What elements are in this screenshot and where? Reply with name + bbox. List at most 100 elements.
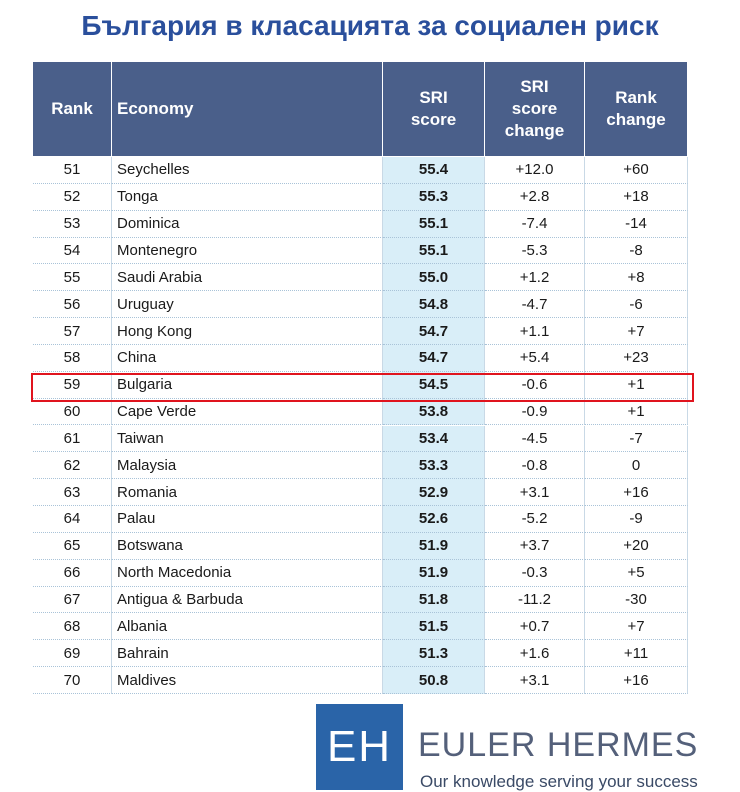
table-cell: Dominica [112,210,383,238]
table-cell: 68 [33,613,112,641]
table-cell: 53 [33,210,112,238]
table-cell: Taiwan [112,425,383,453]
header-cell: SRI score change [485,62,585,156]
table-cell: Seychelles [112,157,383,184]
table-cell: 51.9 [383,532,485,560]
table-cell: +20 [585,532,688,560]
table-cell: Hong Kong [112,318,383,345]
table-cell: -5.2 [485,506,585,533]
table-cell: Romania [112,479,383,507]
header-cell: Rank [33,62,112,156]
table-cell: 55 [33,264,112,292]
table-cell: 54.7 [383,318,485,345]
table-cell: -0.9 [485,398,585,426]
table-cell: 60 [33,398,112,426]
table-cell: 58 [33,344,112,372]
table-cell: +1.6 [485,640,585,668]
table-cell: 0 [585,452,688,480]
table-cell: Antigua & Barbuda [112,586,383,614]
table-cell: 70 [33,667,112,694]
table-cell: +3.1 [485,479,585,507]
table-cell: 63 [33,479,112,507]
table-cell: +2.8 [485,183,585,211]
table-cell: -4.5 [485,425,585,453]
table-cell: 51.3 [383,640,485,668]
table-cell: -4.7 [485,291,585,319]
table-cell: +7 [585,613,688,641]
table-cell: -7.4 [485,210,585,238]
table-cell: 56 [33,291,112,319]
table-cell: 55.1 [383,237,485,265]
table-cell: +11 [585,640,688,668]
table-cell: 50.8 [383,667,485,694]
table-cell: +18 [585,183,688,211]
logo-name: EULER HERMES [418,726,699,764]
table-cell: 52.6 [383,506,485,533]
table-cell: 67 [33,586,112,614]
table-cell: 54.8 [383,291,485,319]
table-cell: 54 [33,237,112,265]
table-cell: +3.1 [485,667,585,694]
table-cell: Saudi Arabia [112,264,383,292]
table-cell: 65 [33,532,112,560]
table-cell: 51.5 [383,613,485,641]
table-cell: -7 [585,425,688,453]
table-cell: -30 [585,586,688,614]
table-cell: -8 [585,237,688,265]
table-cell: -6 [585,291,688,319]
table-cell: 54.7 [383,344,485,372]
table-cell: Bulgaria [112,371,383,399]
header-text: Economy [117,99,194,118]
header-text: Rank change [606,88,666,129]
table-cell: 52 [33,183,112,211]
table-cell: -0.8 [485,452,585,480]
table-cell: Palau [112,506,383,533]
header-cell: Rank change [585,62,688,156]
title: България в класацията за социален риск [81,10,659,41]
table-cell: +5 [585,559,688,587]
table-cell: 62 [33,452,112,480]
table-cell: Bahrain [112,640,383,668]
table-cell: 55.3 [383,183,485,211]
table-cell: 51.9 [383,559,485,587]
table-cell: Albania [112,613,383,641]
table-cell: -0.3 [485,559,585,587]
table-cell: Maldives [112,667,383,694]
table-cell: +7 [585,318,688,345]
table-cell: -0.6 [485,371,585,399]
table-cell: +23 [585,344,688,372]
table-cell: -5.3 [485,237,585,265]
table-cell: +1 [585,371,688,399]
table-cell: 54.5 [383,371,485,399]
table-cell: +8 [585,264,688,292]
table-cell: 55.0 [383,264,485,292]
table-cell: -14 [585,210,688,238]
table-cell: 53.3 [383,452,485,480]
table-cell: North Macedonia [112,559,383,587]
header-cell: Economy [112,62,383,156]
table-cell: China [112,344,383,372]
table-cell: Botswana [112,532,383,560]
table-cell: +3.7 [485,532,585,560]
table-cell: 61 [33,425,112,453]
header-text: Rank [51,99,93,118]
header-cell: SRI score [383,62,485,156]
table-cell: Uruguay [112,291,383,319]
table-cell: 66 [33,559,112,587]
highlight-box [31,373,694,402]
table-cell: 55.1 [383,210,485,238]
table-cell: +1.2 [485,264,585,292]
table-cell: Cape Verde [112,398,383,426]
table-cell: 51.8 [383,586,485,614]
table-cell: 51 [33,157,112,184]
logo-mark: EH [316,704,403,790]
table-cell: +0.7 [485,613,585,641]
table-cell: Tonga [112,183,383,211]
table-cell: 53.8 [383,398,485,426]
table-cell: +16 [585,667,688,694]
table-cell: 53.4 [383,425,485,453]
table-cell: 59 [33,371,112,399]
table-cell: -11.2 [485,586,585,614]
header-text: SRI score change [504,77,565,140]
